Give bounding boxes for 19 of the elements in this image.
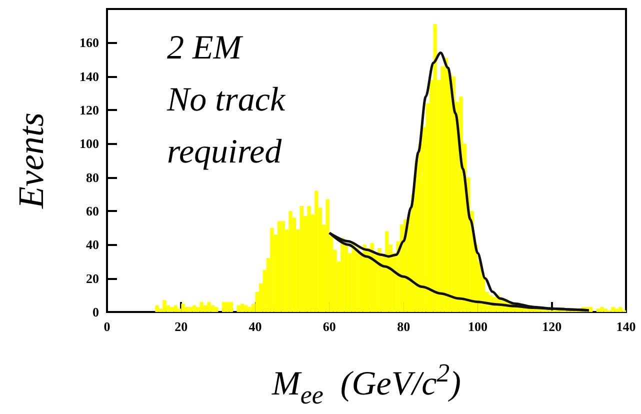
y-axis-title: Events [11, 112, 51, 210]
y-tick-label: 0 [92, 304, 99, 320]
x-tick-label: 20 [174, 319, 188, 334]
y-tick-label: 120 [80, 102, 99, 118]
x-tick-label: 100 [468, 319, 488, 334]
x-tick-label: 40 [248, 319, 262, 334]
y-tick-label: 160 [80, 35, 99, 50]
y-tick-label: 60 [86, 204, 99, 218]
annotation: 2 EM No track required [166, 30, 286, 170]
x-tick-label: 120 [542, 319, 562, 334]
y-tick-label: 40 [86, 237, 99, 252]
y-tick-label: 80 [86, 170, 99, 185]
y-tick-label: 140 [80, 68, 99, 84]
x-tick-label: 60 [322, 319, 336, 334]
y-tick-label: 20 [86, 270, 99, 286]
x-tick-label: 0 [104, 319, 110, 334]
x-tick-label: 140 [616, 319, 636, 334]
y-tick-label: 100 [80, 136, 99, 152]
x-tick-label: 80 [397, 319, 410, 334]
